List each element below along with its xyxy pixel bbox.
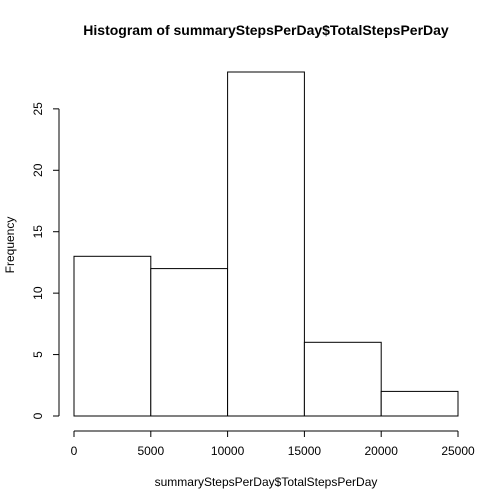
histogram-bar bbox=[73, 255, 152, 417]
y-tick-label: 20 bbox=[31, 163, 45, 177]
x-axis-label: summaryStepsPerDay$TotalStepsPerDay bbox=[155, 475, 378, 489]
bars-group bbox=[73, 71, 459, 417]
y-tick-label: 0 bbox=[31, 412, 45, 419]
y-tick-label: 25 bbox=[31, 102, 45, 116]
x-axis: 0 5000 10000 15000 20000 25000 bbox=[71, 430, 475, 458]
y-tick-label: 5 bbox=[31, 351, 45, 358]
x-tick-label: 5000 bbox=[137, 444, 164, 458]
y-axis-label: Frequency bbox=[3, 217, 17, 274]
y-axis: 0 5 10 15 20 25 bbox=[31, 102, 60, 419]
y-tick-label: 10 bbox=[31, 286, 45, 300]
x-tick-label: 10000 bbox=[211, 444, 245, 458]
x-tick-label: 0 bbox=[71, 444, 78, 458]
x-tick-label: 25000 bbox=[441, 444, 475, 458]
histogram-bar bbox=[227, 71, 305, 417]
histogram-bar bbox=[150, 268, 229, 417]
y-tick-label: 15 bbox=[31, 225, 45, 239]
chart-title: Histogram of summaryStepsPerDay$TotalSte… bbox=[83, 22, 449, 38]
histogram-bar bbox=[303, 341, 382, 417]
x-tick-label: 20000 bbox=[365, 444, 399, 458]
x-tick-label: 15000 bbox=[288, 444, 322, 458]
histogram-bar bbox=[380, 390, 459, 417]
